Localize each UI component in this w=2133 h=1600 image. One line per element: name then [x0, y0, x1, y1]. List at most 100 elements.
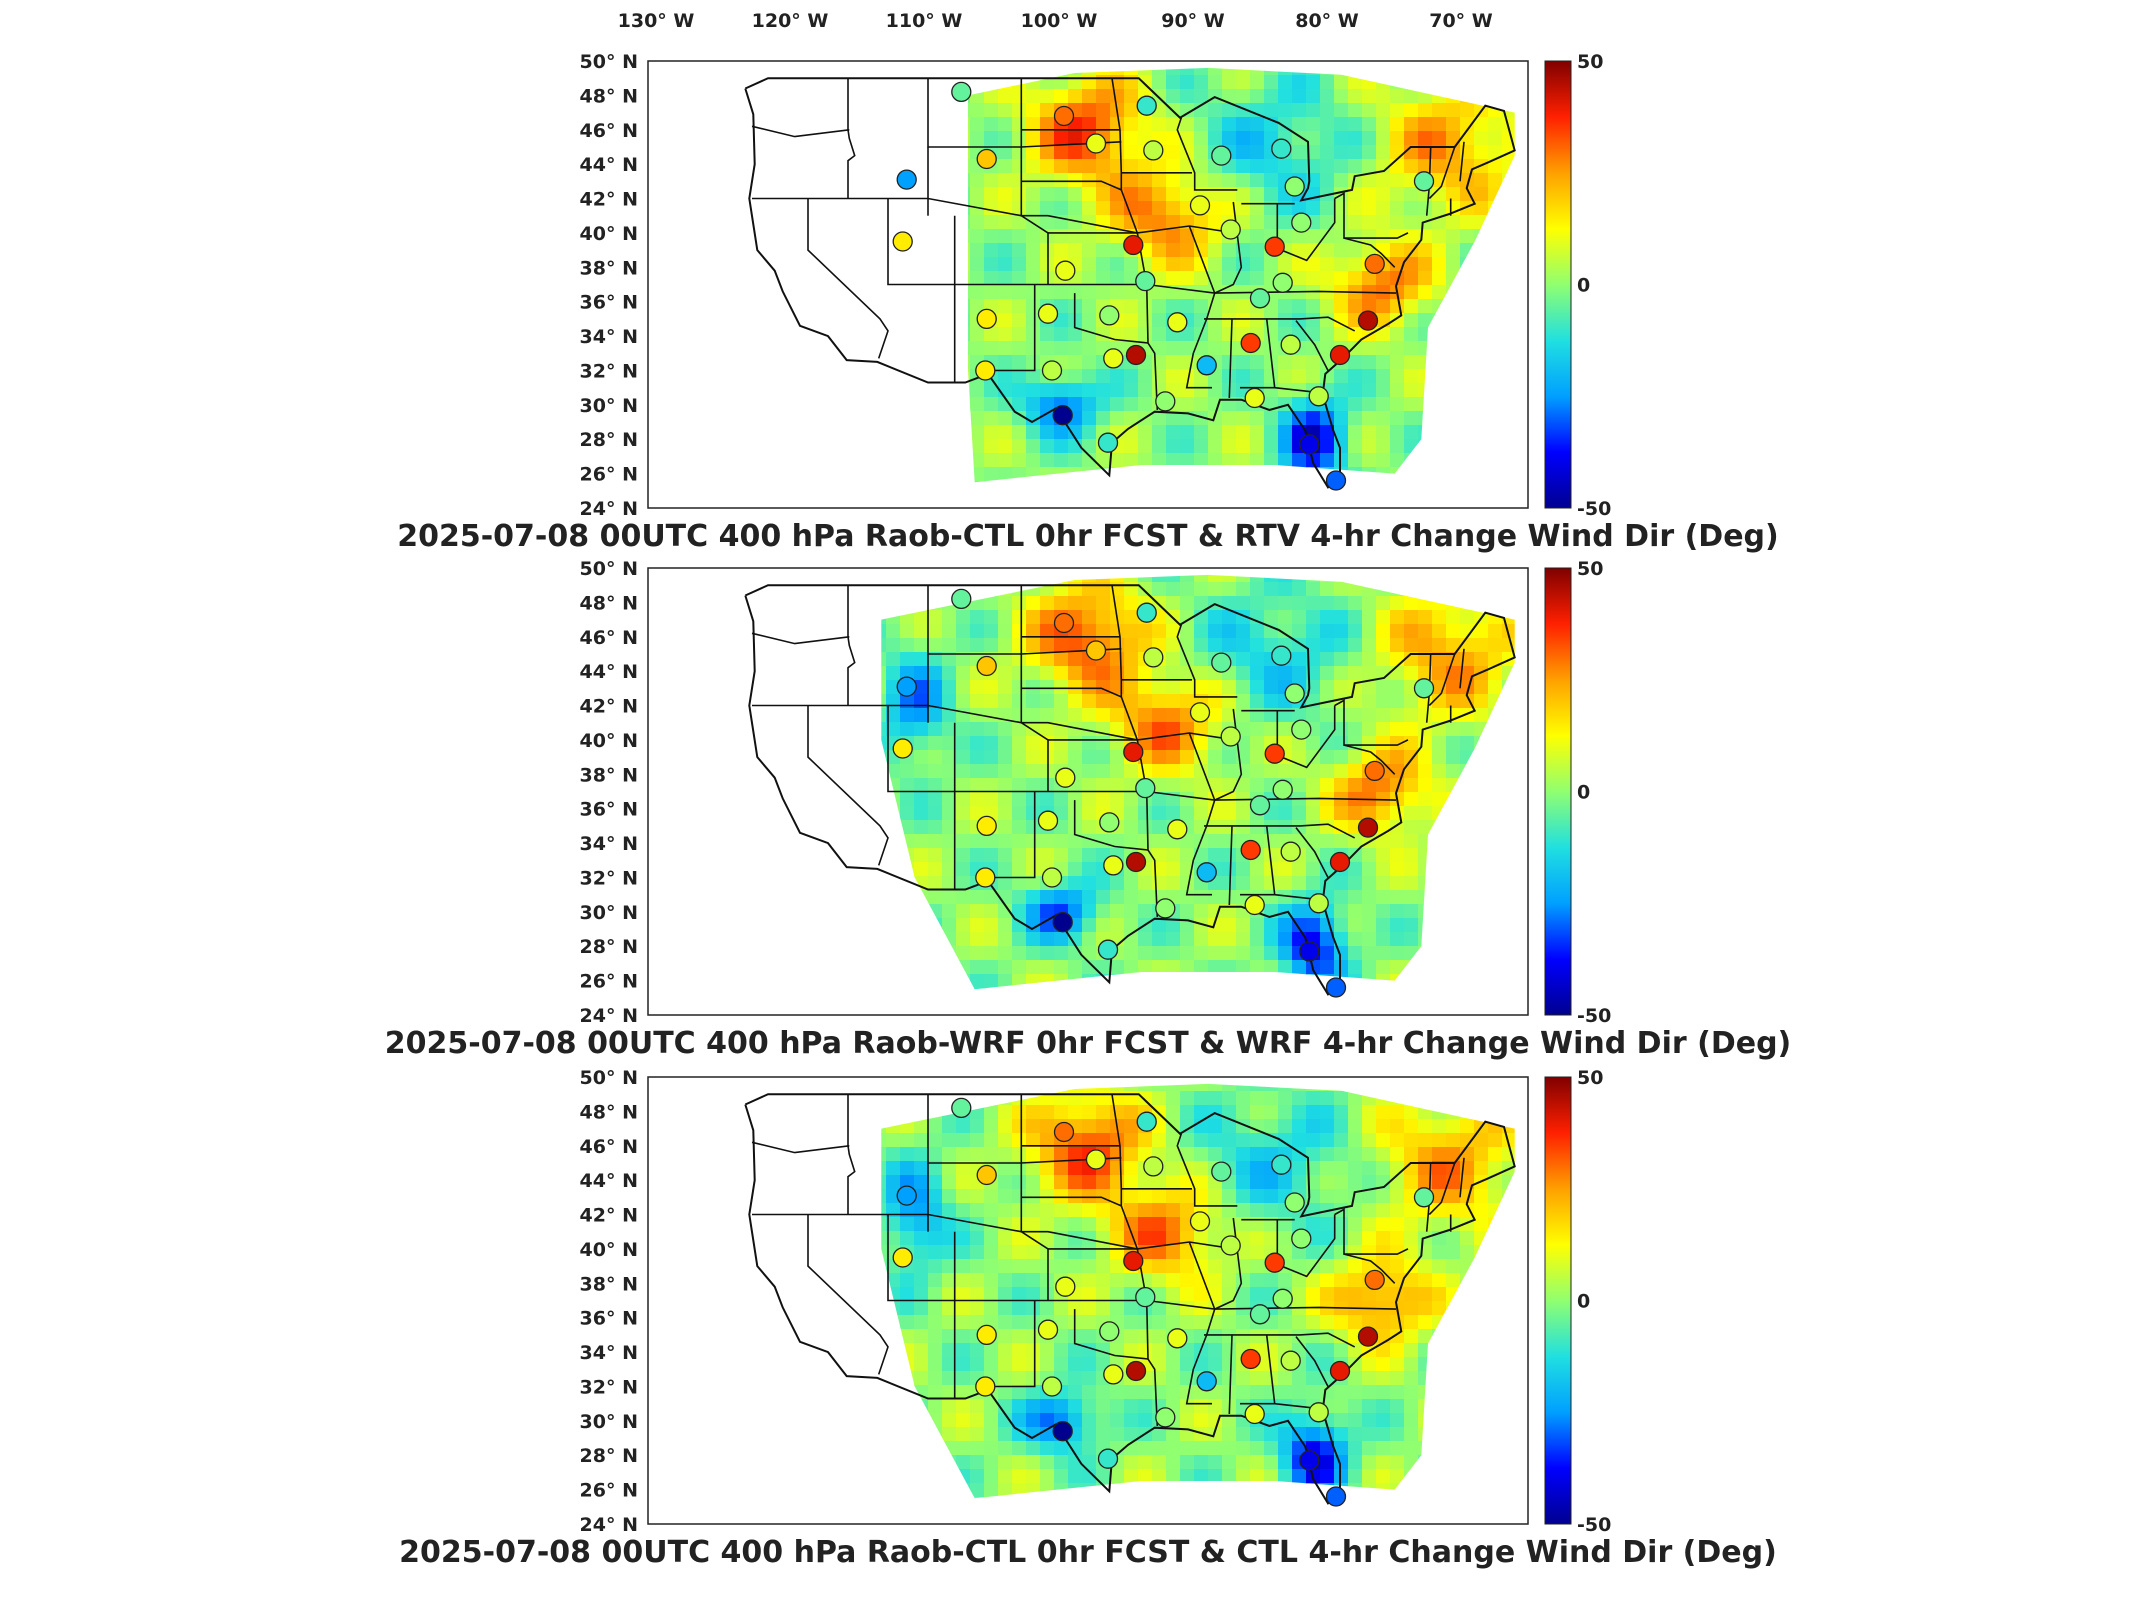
field-cell [788, 187, 803, 202]
field-cell [676, 652, 691, 667]
field-cell [732, 736, 747, 751]
field-cell [1208, 680, 1223, 695]
field-cell [1474, 974, 1489, 989]
field-cell [1096, 257, 1111, 272]
field-cell [928, 1399, 943, 1414]
field-cell [900, 624, 915, 639]
field-cell [928, 638, 943, 653]
field-cell [1250, 722, 1265, 737]
field-cell [886, 652, 901, 667]
latitude-labels: 50° N48° N46° N44° N42° N40° N38° N36° N… [580, 1067, 638, 1536]
field-cell [746, 1483, 761, 1498]
field-cell [718, 75, 733, 90]
field-cell [970, 806, 985, 821]
field-cell [1292, 764, 1307, 779]
station-marker [1244, 387, 1265, 409]
field-cell [662, 355, 677, 370]
field-cell [732, 313, 747, 328]
field-cell [704, 1245, 719, 1260]
colorbar-min-label: -50 [1577, 498, 1611, 520]
field-cell [1446, 946, 1461, 961]
field-cell [928, 596, 943, 611]
field-cell [1474, 624, 1489, 639]
field-cell [1124, 257, 1139, 272]
field-cell [1054, 229, 1069, 244]
field-cell [704, 411, 719, 426]
field-cell [914, 285, 929, 300]
field-cell [648, 1301, 663, 1316]
field-cell [984, 453, 999, 468]
field-cell [1264, 876, 1279, 891]
field-cell [732, 1315, 747, 1330]
field-cell [774, 383, 789, 398]
field-cell [1418, 988, 1433, 990]
field-cell [648, 1119, 663, 1134]
field-cell [816, 610, 831, 625]
field-cell [802, 932, 817, 947]
field-cell [704, 1301, 719, 1316]
field-cell [914, 848, 929, 863]
lat-label: 38° N [580, 764, 638, 786]
field-cell [1026, 960, 1041, 975]
field-cell [1404, 257, 1419, 272]
field-cell [1306, 313, 1321, 328]
field-cell [1390, 708, 1405, 723]
field-cell [676, 1315, 691, 1330]
state-boundary [887, 198, 1397, 294]
field-cell [830, 1385, 845, 1400]
field-cell [998, 159, 1013, 174]
field-cell [662, 904, 677, 919]
field-cell [1082, 876, 1097, 891]
field-cell [1040, 481, 1055, 483]
field-cell [970, 425, 985, 440]
field-cell [844, 806, 859, 821]
field-cell [942, 453, 957, 468]
field-cell [1110, 960, 1125, 975]
field-cell [1054, 89, 1069, 104]
field-cell [956, 638, 971, 653]
field-cell [704, 932, 719, 947]
field-cell [1376, 229, 1391, 244]
panel-title: 2025-07-08 00UTC 400 hPa Raob-CTL 0hr FC… [397, 519, 1779, 554]
map-area [648, 1077, 1516, 1507]
field-cell [774, 313, 789, 328]
field-cell [858, 974, 873, 989]
field-cell [830, 285, 845, 300]
field-cell [881, 638, 887, 653]
field-cell [1152, 764, 1167, 779]
field-cell [1194, 159, 1209, 174]
field-cell [774, 960, 789, 975]
field-cell [1110, 383, 1125, 398]
field-cell [802, 1357, 817, 1372]
field-cell [886, 946, 901, 961]
field-cell [1096, 574, 1111, 583]
field-cell [1264, 201, 1279, 216]
field-cell [1278, 610, 1293, 625]
field-cell [900, 918, 915, 933]
field-cell [1166, 67, 1181, 76]
field-cell [690, 61, 705, 76]
field-cell [956, 652, 971, 667]
field-cell [676, 876, 691, 891]
field-cell [732, 201, 747, 216]
field-cell [774, 1399, 789, 1414]
field-cell [1208, 778, 1223, 793]
field-cell [1124, 89, 1139, 104]
field-cell [662, 1483, 677, 1498]
field-cell [928, 974, 943, 989]
field-cell [1222, 481, 1237, 483]
field-cell [718, 1077, 733, 1092]
station-marker [1085, 640, 1107, 661]
field-cell [1390, 341, 1405, 356]
field-cell [1124, 918, 1139, 933]
lat-label: 46° N [580, 1136, 638, 1158]
field-cell [928, 411, 943, 426]
lat-label: 32° N [580, 868, 638, 890]
station-marker [1097, 432, 1119, 453]
field-cell [1194, 383, 1209, 398]
field-cell [1460, 764, 1475, 779]
field-cell [1446, 67, 1461, 76]
field-cell [1040, 596, 1055, 611]
field-cell [1110, 722, 1125, 737]
field-cell [1180, 932, 1195, 947]
